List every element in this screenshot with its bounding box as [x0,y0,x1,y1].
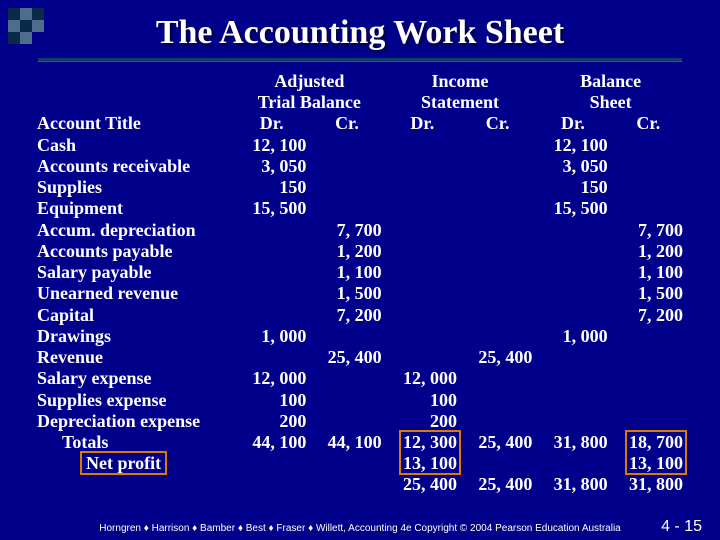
netprofit-is-dr: 13, 100 [403,453,457,473]
cell-atb_dr: 200 [279,411,306,431]
page-number: 4 - 15 [661,518,702,536]
worksheet-area: Adjusted Income Balance Trial Balance St… [34,71,686,496]
sum-bs-cr: 31, 800 [629,474,683,494]
cell-bs_dr: 12, 100 [554,135,608,155]
table-row: Depreciation expense 200 200 [34,411,686,432]
cell-bs_cr: 1, 200 [638,241,683,261]
table-row: Capital 7, 200 7, 200 [34,305,686,326]
cell-title: Drawings [37,326,111,346]
cell-atb_cr: 7, 700 [337,220,382,240]
footer-citation: Horngren ♦ Harrison ♦ Bamber ♦ Best ♦ Fr… [0,523,720,534]
title-rule [38,58,682,61]
cell-bs_dr: 15, 500 [554,198,608,218]
cell-title: Accounts payable [37,241,173,261]
cell-atb_cr: 1, 500 [337,283,382,303]
hdr-income: Income [385,71,536,92]
hdr-sheet: Sheet [535,92,686,113]
cell-atb_dr: 12, 100 [252,135,306,155]
cell-atb_dr: 150 [279,177,306,197]
cell-title: Salary payable [37,262,152,282]
cell-is_dr: 100 [430,390,457,410]
totals-is-cr: 25, 400 [478,432,532,452]
cell-atb_cr: 1, 100 [337,262,382,282]
hdr-is-cr: Cr. [460,113,535,134]
hdr-statement: Statement [385,92,536,113]
cell-title: Revenue [37,347,103,367]
cell-title: Salary expense [37,368,152,388]
table-row: Drawings 1, 000 1, 000 [34,326,686,347]
hdr-account-title: Account Title [34,113,234,134]
table-row: Revenue 25, 400 25, 400 [34,347,686,368]
cell-atb_dr: 15, 500 [252,198,306,218]
hdr-atb-cr: Cr. [309,113,384,134]
table-row: Equipment 15, 500 15, 500 [34,198,686,219]
sum-is-dr: 25, 400 [403,474,457,494]
cell-is_dr: 200 [430,411,457,431]
hdr-trial-balance: Trial Balance [234,92,385,113]
hdr-balance: Balance [535,71,686,92]
hdr-atb-dr: Dr. [234,113,309,134]
hdr-bs-cr: Cr. [611,113,686,134]
corner-decoration [8,8,56,56]
sum-bs-dr: 31, 800 [554,474,608,494]
cell-atb_dr: 12, 000 [252,368,306,388]
table-row: Salary expense 12, 000 12, 000 [34,368,686,389]
cell-title: Equipment [37,198,123,218]
table-row: Cash 12, 100 12, 100 [34,135,686,156]
table-row: Supplies 150 150 [34,177,686,198]
totals-atb-dr: 44, 100 [252,432,306,452]
cell-atb_dr: 100 [279,390,306,410]
cell-atb_dr: 3, 050 [261,156,306,176]
table-row: Unearned revenue 1, 500 1, 500 [34,283,686,304]
table-row: Accum. depreciation 7, 700 7, 700 [34,220,686,241]
cell-title: Capital [37,305,94,325]
netprofit-row: Net profit 13, 100 13, 100 [34,453,686,474]
table-row: Salary payable 1, 100 1, 100 [34,262,686,283]
cell-bs_cr: 1, 100 [638,262,683,282]
cell-title: Accounts receivable [37,156,190,176]
totals-bs-dr: 31, 800 [554,432,608,452]
sum-is-cr: 25, 400 [478,474,532,494]
totals-is-dr: 12, 300 [403,432,457,452]
cell-bs_dr: 150 [581,177,608,197]
table-row: Accounts payable 1, 200 1, 200 [34,241,686,262]
totals-label: Totals [62,432,108,452]
cell-bs_cr: 7, 200 [638,305,683,325]
hdr-is-dr: Dr. [385,113,460,134]
netprofit-bs-cr: 13, 100 [629,453,683,473]
cell-title: Depreciation expense [37,411,200,431]
hdr-bs-dr: Dr. [535,113,610,134]
netprofit-label: Net profit [86,453,161,473]
cell-bs_dr: 1, 000 [563,326,608,346]
cell-title: Accum. depreciation [37,220,196,240]
cell-bs_dr: 3, 050 [563,156,608,176]
cell-is_cr: 25, 400 [478,347,532,367]
hdr-adjusted: Adjusted [234,71,385,92]
worksheet-table: Adjusted Income Balance Trial Balance St… [34,71,686,496]
totals-atb-cr: 44, 100 [328,432,382,452]
cell-atb_cr: 1, 200 [337,241,382,261]
cell-title: Cash [37,135,76,155]
cell-is_dr: 12, 000 [403,368,457,388]
totals-bs-cr: 18, 700 [629,432,683,452]
table-row: Accounts receivable 3, 050 3, 050 [34,156,686,177]
cell-title: Unearned revenue [37,283,178,303]
totals-row: Totals 44, 100 44, 100 12, 300 25, 400 3… [34,432,686,453]
cell-title: Supplies expense [37,390,167,410]
table-row: Supplies expense 100 100 [34,390,686,411]
cell-atb_cr: 25, 400 [328,347,382,367]
cell-bs_cr: 1, 500 [638,283,683,303]
grand-totals-row: 25, 400 25, 400 31, 800 31, 800 [34,474,686,495]
cell-atb_cr: 7, 200 [337,305,382,325]
slide-title: The Accounting Work Sheet [0,0,720,52]
cell-bs_cr: 7, 700 [638,220,683,240]
cell-atb_dr: 1, 000 [261,326,306,346]
cell-title: Supplies [37,177,102,197]
